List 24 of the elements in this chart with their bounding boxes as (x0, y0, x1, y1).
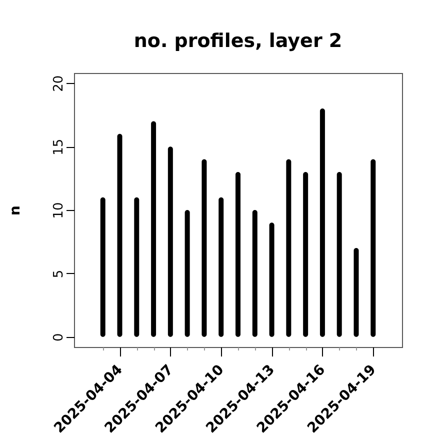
bar (354, 248, 359, 337)
chart-title: no. profiles, layer 2 (134, 30, 342, 52)
bar (100, 197, 106, 337)
bar (168, 146, 173, 337)
bar (336, 172, 342, 337)
bar (303, 172, 308, 337)
bar (202, 159, 207, 337)
bar (236, 172, 240, 337)
bar (269, 222, 274, 337)
y-tick-label: 15 (52, 138, 66, 156)
bar (286, 159, 292, 337)
bar (151, 121, 156, 337)
y-tick-label: 0 (52, 333, 66, 342)
bar (134, 197, 140, 337)
bar (184, 210, 190, 337)
bar (252, 210, 258, 337)
y-axis-title: n (8, 206, 24, 216)
bar (320, 108, 325, 337)
y-tick-label: 20 (52, 75, 66, 92)
y-tick-label: 10 (52, 202, 66, 219)
bar (117, 134, 122, 337)
bar (218, 197, 224, 337)
y-tick-label: 5 (52, 270, 66, 278)
bar (370, 159, 376, 337)
